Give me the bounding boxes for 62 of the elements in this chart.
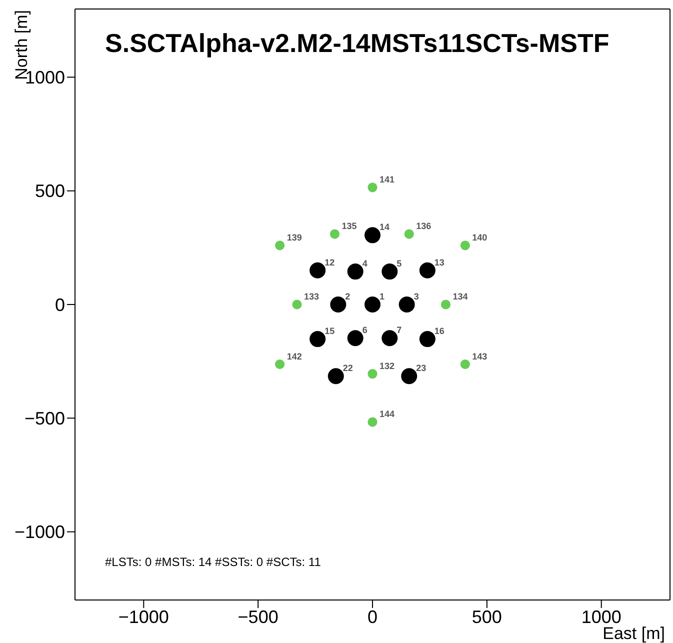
point xyxy=(398,296,415,312)
point xyxy=(382,330,398,346)
annotation: 2 xyxy=(345,292,350,302)
point xyxy=(347,330,364,346)
y-tick-label: 500 xyxy=(34,181,65,202)
x-axis-title: East [m] xyxy=(602,624,665,643)
annotation: 132 xyxy=(380,360,395,371)
x-tick-label: 500 xyxy=(472,606,502,627)
point xyxy=(292,300,302,310)
x-tick-label: −1000 xyxy=(118,606,169,627)
annotation: 13 xyxy=(434,257,444,268)
point xyxy=(419,331,436,348)
annotation: 7 xyxy=(396,325,402,336)
point xyxy=(368,417,378,427)
point xyxy=(310,262,326,278)
annotation: 22 xyxy=(342,363,353,374)
annotation: 144 xyxy=(380,409,395,420)
x-tick-label: 1000 xyxy=(581,606,622,627)
point xyxy=(347,264,364,280)
annotation: 141 xyxy=(380,174,395,184)
annotation: 16 xyxy=(434,326,444,336)
x-tick-label: −500 xyxy=(238,606,278,627)
point xyxy=(460,359,470,370)
point xyxy=(328,368,344,384)
annotation: 134 xyxy=(452,292,468,302)
y-tick-label: −1000 xyxy=(14,522,65,542)
annotation: 15 xyxy=(324,326,335,336)
x-tick-label: 0 xyxy=(367,606,378,627)
point xyxy=(460,240,470,250)
point xyxy=(401,368,418,384)
annotation: 4 xyxy=(362,258,368,269)
annotation: #LSTs: 0 #MSTs: 14 #SSTs: 0 #SCTs: 11 xyxy=(105,555,321,569)
annotation: 143 xyxy=(472,351,488,362)
annotation: 140 xyxy=(472,232,488,242)
annotation: 142 xyxy=(286,351,302,362)
y-tick-label: 0 xyxy=(54,294,65,315)
annotation: 133 xyxy=(304,292,320,302)
point xyxy=(368,182,378,192)
annotation: 12 xyxy=(324,257,335,268)
text: S.SCTAlpha-v2.M2-14MSTs11SCTs-MSTF xyxy=(105,28,610,59)
point xyxy=(330,229,340,239)
annotation: 6 xyxy=(362,325,368,336)
annotation: 14 xyxy=(380,222,390,232)
point xyxy=(368,369,378,379)
point xyxy=(440,300,451,310)
point xyxy=(364,227,380,244)
point xyxy=(382,264,398,280)
point xyxy=(275,359,285,370)
point xyxy=(275,240,285,250)
annotation: 139 xyxy=(286,232,302,242)
point xyxy=(419,262,436,278)
annotation: 23 xyxy=(416,363,426,374)
point xyxy=(330,296,346,312)
y-tick-label: −500 xyxy=(24,408,65,429)
annotation: 135 xyxy=(342,221,357,232)
annotation: 3 xyxy=(414,292,419,302)
point xyxy=(404,229,414,239)
point xyxy=(364,296,380,312)
annotation: 1 xyxy=(380,292,385,302)
annotation: 136 xyxy=(416,221,432,232)
annotation: 5 xyxy=(396,258,402,269)
point xyxy=(310,331,326,348)
